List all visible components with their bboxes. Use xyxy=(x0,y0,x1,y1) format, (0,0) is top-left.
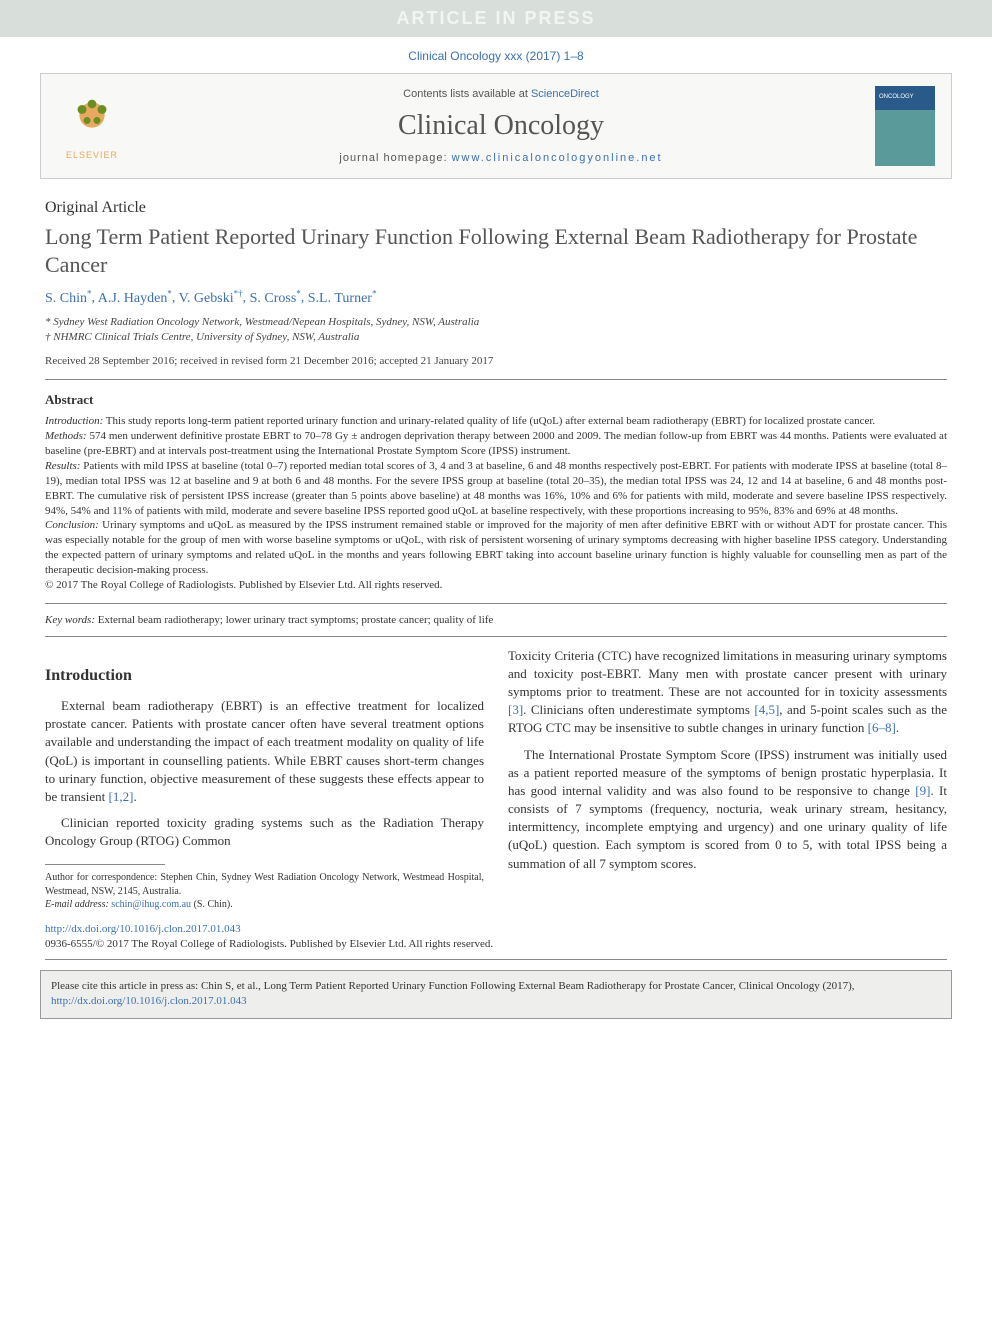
article-type: Original Article xyxy=(45,199,947,217)
citebox-doi-link[interactable]: http://dx.doi.org/10.1016/j.clon.2017.01… xyxy=(51,995,247,1007)
ref-3[interactable]: [3] xyxy=(508,702,523,717)
author-4: S.L. Turner* xyxy=(308,291,377,306)
keywords-line: Key words: External beam radiotherapy; l… xyxy=(45,614,947,626)
citebox-text: Please cite this article in press as: Ch… xyxy=(51,980,855,992)
affiliation-0: * Sydney West Radiation Oncology Network… xyxy=(45,315,947,330)
rule-above-citebox xyxy=(45,959,947,960)
abs-results-text: Patients with mild IPSS at baseline (tot… xyxy=(45,460,947,517)
ref-4-5[interactable]: [4,5] xyxy=(754,702,779,717)
author-3: S. Cross* xyxy=(250,291,301,306)
article-body: Original Article Long Term Patient Repor… xyxy=(0,179,992,922)
intro-col2-p1: Toxicity Criteria (CTC) have recognized … xyxy=(508,647,947,738)
journal-homepage-line: journal homepage: www.clinicaloncologyon… xyxy=(127,152,875,164)
author-1: A.J. Hayden* xyxy=(98,291,172,306)
sciencedirect-link[interactable]: ScienceDirect xyxy=(531,88,599,100)
abs-conclusion-label: Conclusion: xyxy=(45,519,99,531)
email-label: E-mail address: xyxy=(45,899,109,910)
article-in-press-banner: ARTICLE IN PRESS xyxy=(0,0,992,37)
keywords-label: Key words: xyxy=(45,614,95,626)
affiliations: * Sydney West Radiation Oncology Network… xyxy=(45,315,947,346)
rule-below-keywords xyxy=(45,636,947,637)
contents-available-line: Contents lists available at ScienceDirec… xyxy=(127,88,875,100)
top-citation: Clinical Oncology xxx (2017) 1–8 xyxy=(0,37,992,73)
intro-col1-p1: External beam radiotherapy (EBRT) is an … xyxy=(45,697,484,806)
please-cite-box: Please cite this article in press as: Ch… xyxy=(40,970,952,1019)
contents-prefix: Contents lists available at xyxy=(403,88,531,100)
affiliation-1: † NHMRC Clinical Trials Centre, Universi… xyxy=(45,330,947,345)
abs-methods-label: Methods: xyxy=(45,430,87,442)
ref-9[interactable]: [9] xyxy=(915,783,930,798)
header-center: Contents lists available at ScienceDirec… xyxy=(127,88,875,164)
author-0: S. Chin* xyxy=(45,291,92,306)
email-suffix: (S. Chin). xyxy=(191,899,233,910)
intro-col2-p2: The International Prostate Symptom Score… xyxy=(508,746,947,873)
issn-copyright-line: 0936-6555/© 2017 The Royal College of Ra… xyxy=(45,937,947,952)
journal-header-box: ELSEVIER Contents lists available at Sci… xyxy=(40,73,952,179)
author-2: V. Gebski*† xyxy=(179,291,243,306)
intro-col1-p2: Clinician reported toxicity grading syst… xyxy=(45,814,484,850)
introduction-heading: Introduction xyxy=(45,665,484,687)
abs-methods-text: 574 men underwent definitive prostate EB… xyxy=(45,430,947,457)
rule-below-abstract xyxy=(45,603,947,604)
abstract-text: Introduction: This study reports long-te… xyxy=(45,414,947,592)
footnote-text: Author for correspondence: Stephen Chin,… xyxy=(45,871,484,898)
journal-cover-thumbnail xyxy=(875,86,935,166)
doi-link[interactable]: http://dx.doi.org/10.1016/j.clon.2017.01… xyxy=(45,923,241,935)
ref-1-2[interactable]: [1,2] xyxy=(109,789,134,804)
abstract-heading: Abstract xyxy=(45,392,947,408)
rule-above-abstract xyxy=(45,379,947,380)
doi-block: http://dx.doi.org/10.1016/j.clon.2017.01… xyxy=(45,922,947,953)
abs-intro-text: This study reports long-term patient rep… xyxy=(103,415,875,427)
article-dates: Received 28 September 2016; received in … xyxy=(45,355,947,367)
column-left: Introduction External beam radiotherapy … xyxy=(45,647,484,912)
abs-results-label: Results: xyxy=(45,460,80,472)
corresponding-email-link[interactable]: schin@ihug.com.au xyxy=(111,899,191,910)
abs-copyright: © 2017 The Royal College of Radiologists… xyxy=(45,578,947,593)
two-column-body: Introduction External beam radiotherapy … xyxy=(45,647,947,912)
ref-6-8[interactable]: [6–8] xyxy=(868,720,896,735)
elsevier-tree-icon xyxy=(67,93,117,148)
footnote-rule xyxy=(45,864,165,865)
elsevier-logo: ELSEVIER xyxy=(57,86,127,166)
journal-homepage-link[interactable]: www.clinicaloncologyonline.net xyxy=(452,152,663,164)
article-title: Long Term Patient Reported Urinary Funct… xyxy=(45,223,947,278)
abs-intro-label: Introduction: xyxy=(45,415,103,427)
journal-title: Clinical Oncology xyxy=(127,110,875,142)
abs-conclusion-text: Urinary symptoms and uQoL as measured by… xyxy=(45,519,947,576)
column-right: Toxicity Criteria (CTC) have recognized … xyxy=(508,647,947,912)
homepage-prefix: journal homepage: xyxy=(339,152,451,164)
authors-line: S. Chin*, A.J. Hayden*, V. Gebski*†, S. … xyxy=(45,288,947,307)
keywords-text: External beam radiotherapy; lower urinar… xyxy=(95,614,493,626)
elsevier-text: ELSEVIER xyxy=(66,150,118,160)
corresponding-author-footnote: Author for correspondence: Stephen Chin,… xyxy=(45,871,484,912)
